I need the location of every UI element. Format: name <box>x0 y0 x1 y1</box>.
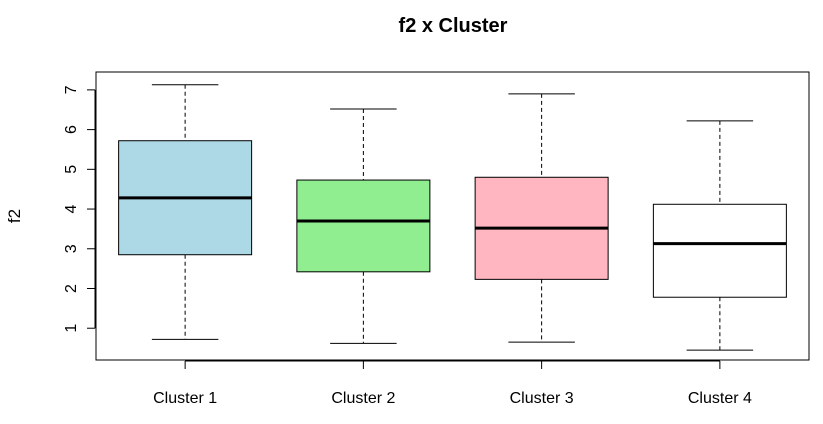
y-tick-label: 2 <box>63 284 80 293</box>
y-axis: 1 2 3 4 5 6 7 <box>63 85 96 333</box>
x-tick-label: Cluster 4 <box>688 390 752 407</box>
x-tick-label: Cluster 3 <box>510 390 574 407</box>
y-tick-label: 5 <box>63 165 80 174</box>
y-axis-label: f2 <box>5 209 24 223</box>
box-4 <box>652 120 787 351</box>
x-axis: Cluster 1 Cluster 2 Cluster 3 Cluster 4 <box>153 360 752 407</box>
iqr-box <box>652 203 787 298</box>
y-tick-label: 6 <box>63 125 80 134</box>
y-tick-label: 3 <box>63 244 80 253</box>
boxes-group <box>118 84 787 351</box>
chart-title: f2 x Cluster <box>399 15 508 37</box>
box-1 <box>118 84 253 340</box>
plot-frame <box>95 71 810 361</box>
box-2 <box>296 108 431 344</box>
y-tick-label: 4 <box>63 205 80 214</box>
box-3 <box>474 93 609 343</box>
y-tick-label: 7 <box>63 85 80 94</box>
y-tick-label: 1 <box>63 324 80 333</box>
x-tick-label: Cluster 1 <box>153 390 217 407</box>
x-tick-label: Cluster 2 <box>331 390 395 407</box>
iqr-box <box>296 179 431 273</box>
